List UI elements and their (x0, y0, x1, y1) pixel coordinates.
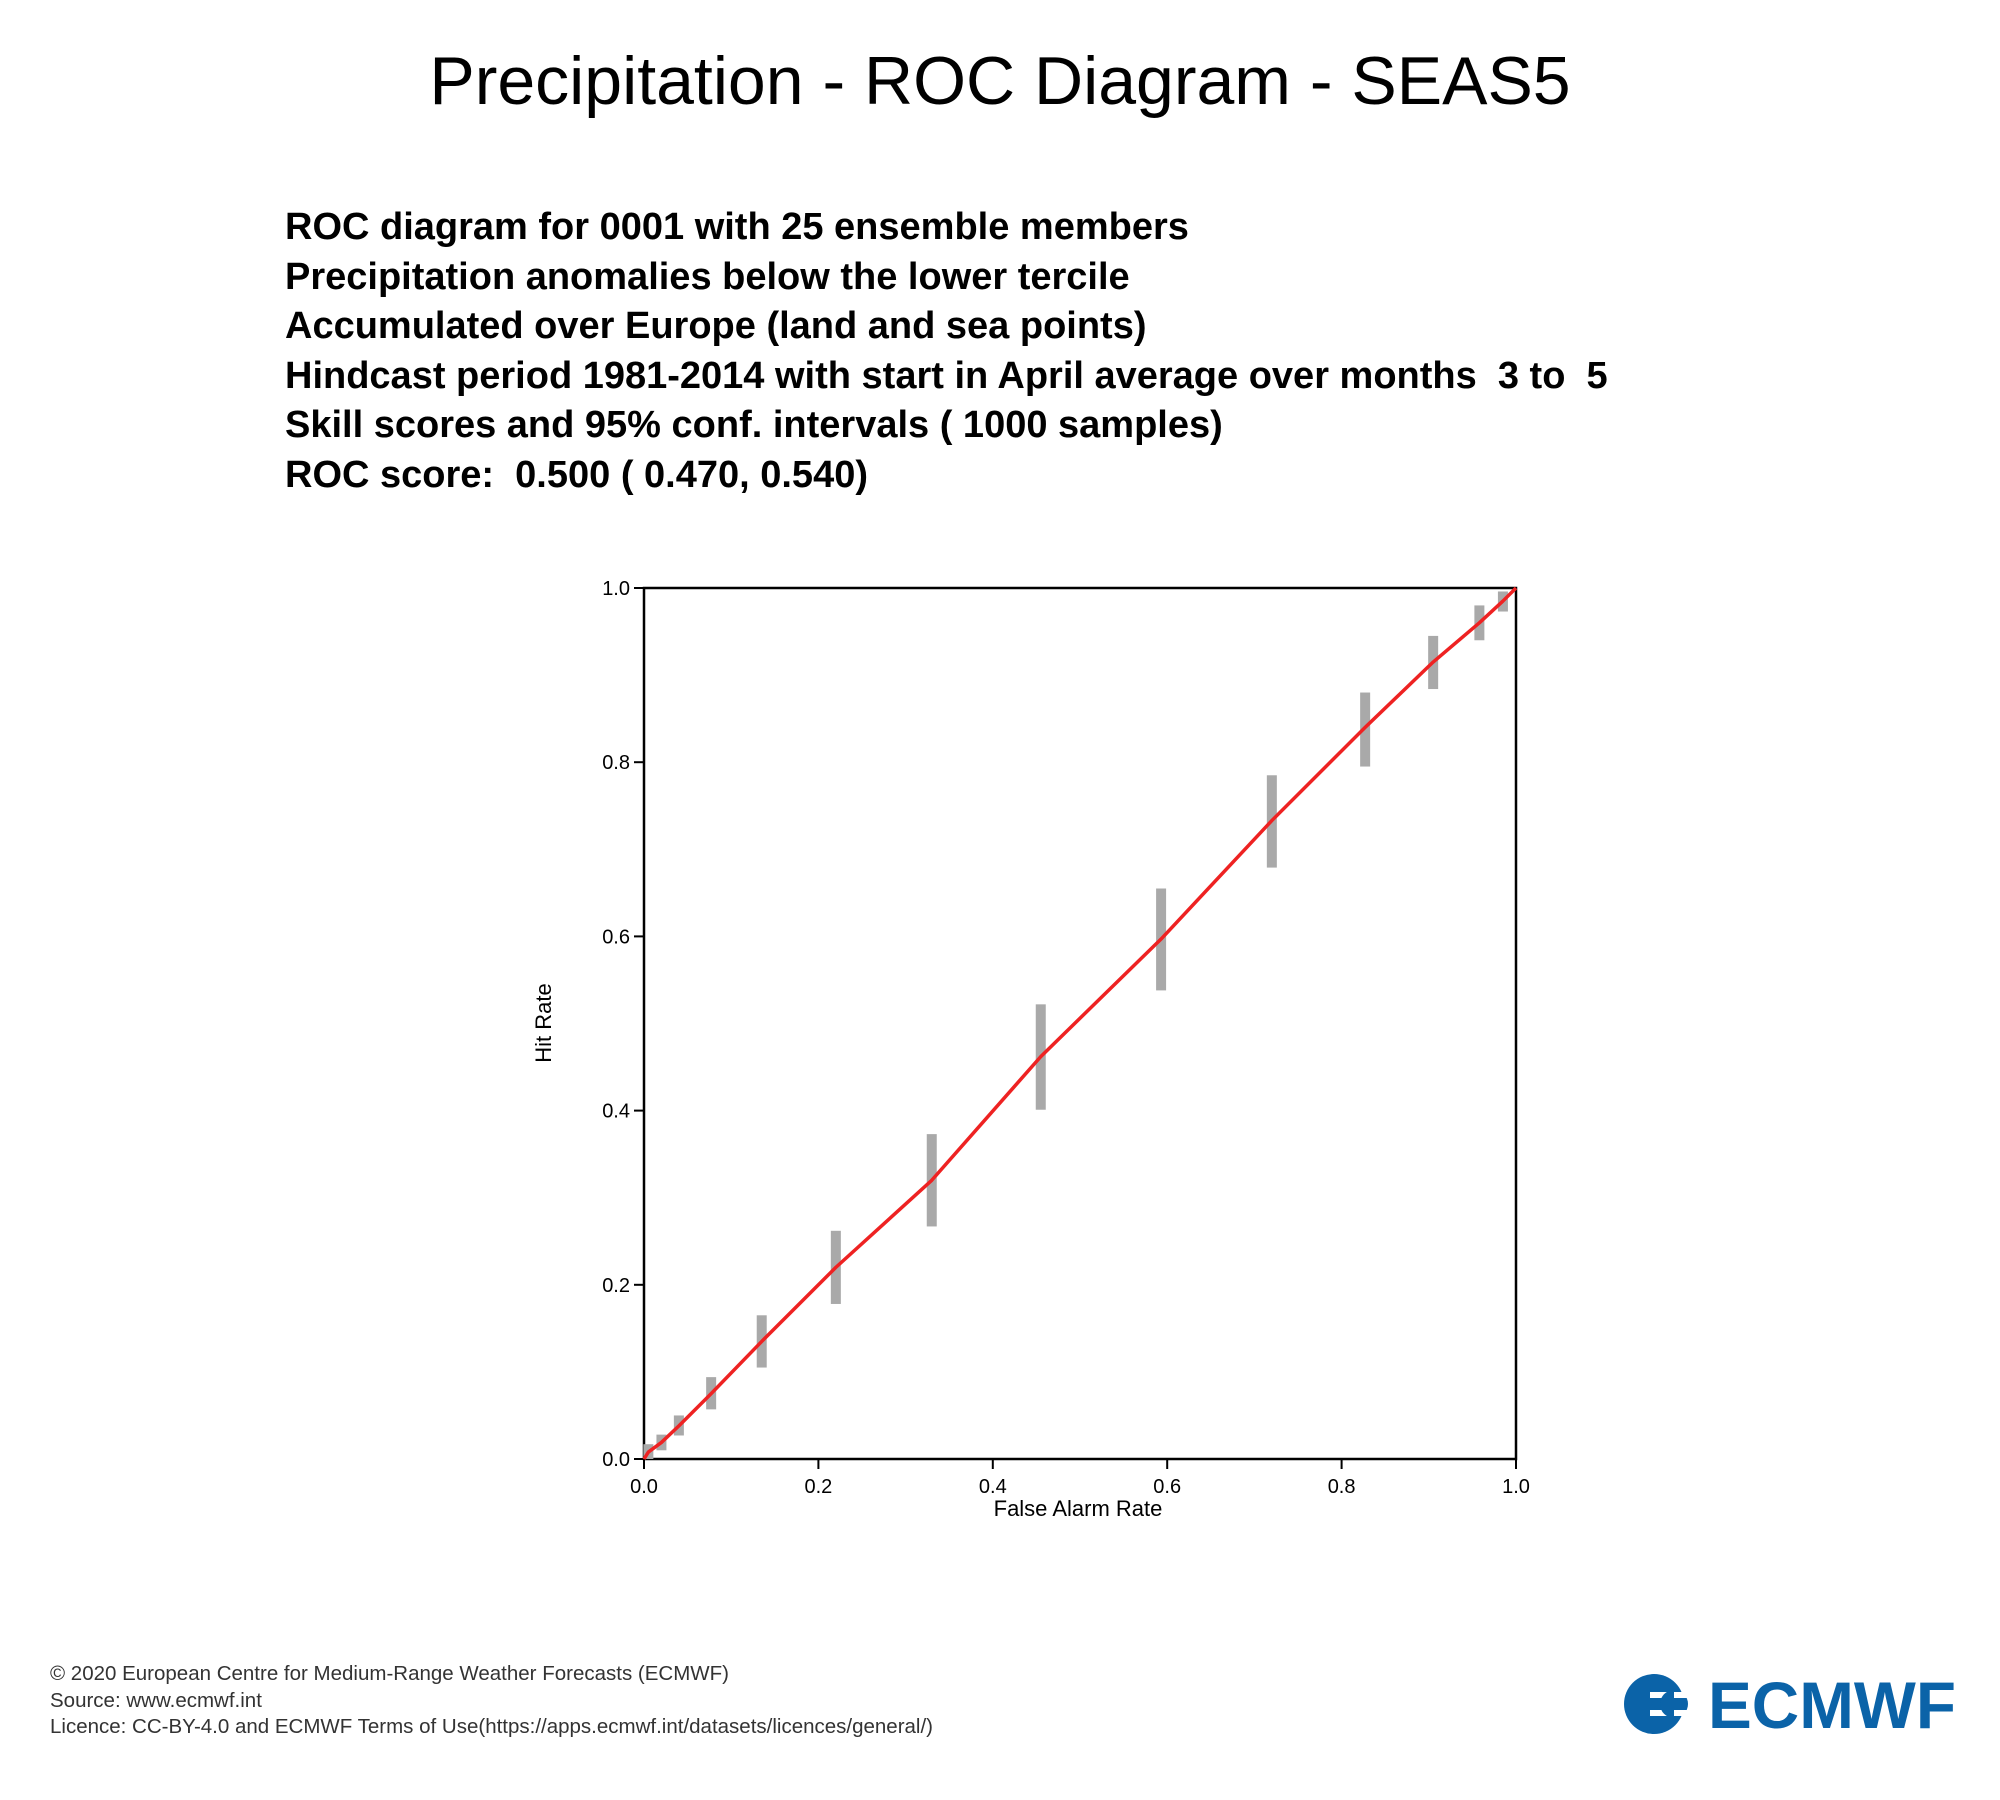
source-line: Source: www.ecmwf.int (50, 1688, 262, 1712)
footer: © 2020 European Centre for Medium-Range … (50, 1661, 933, 1741)
x-tick-label: 0.8 (1328, 1476, 1356, 1498)
description-line: Skill scores and 95% conf. intervals ( 1… (285, 404, 1223, 446)
description-line: Accumulated over Europe (land and sea po… (285, 305, 1147, 347)
description-line: ROC score: 0.500 ( 0.470, 0.540) (285, 453, 868, 496)
licence-line: Licence: CC-BY-4.0 and ECMWF Terms of Us… (50, 1715, 934, 1738)
y-tick-label: 0.2 (602, 1275, 630, 1297)
y-tick-label: 0.8 (602, 752, 630, 774)
y-tick-label: 0.4 (602, 1101, 630, 1123)
copyright-line: © 2020 European Centre for Medium-Range … (50, 1662, 729, 1685)
page-title: Precipitation - ROC Diagram - SEAS5 (429, 43, 1571, 119)
axis-ticks: 0.0 0.2 0.4 0.6 0.8 1.0 0.0 0.2 0.4 0.6 0.8 1.0 (602, 578, 1530, 1498)
y-tick-label: 1.0 (602, 578, 630, 600)
ecmwf-logo: ECMWF (1624, 1670, 1956, 1738)
x-axis-label: False Alarm Rate (994, 1496, 1163, 1521)
ecmwf-emblem-icon (1624, 1674, 1696, 1734)
description-line: ROC diagram for 0001 with 25 ensemble me… (285, 206, 1189, 248)
logo-text: ECMWF (1708, 1670, 1956, 1738)
x-tick-label: 0.2 (804, 1476, 832, 1498)
description-line: Precipitation anomalies below the lower … (285, 255, 1130, 298)
y-tick-label: 0.6 (602, 926, 630, 948)
x-tick-label: 0.0 (630, 1476, 658, 1498)
roc-curve (642, 586, 1518, 1460)
plot-area-border (642, 586, 1518, 1461)
description-line: Hindcast period 1981-2014 with start in … (285, 354, 1608, 397)
y-axis-label: Hit Rate (531, 983, 556, 1062)
x-tick-label: 1.0 (1502, 1476, 1530, 1498)
x-tick-label: 0.6 (1153, 1476, 1181, 1498)
chart-description: ROC diagram for 0001 with 25 ensemble me… (285, 203, 1608, 500)
y-tick-label: 0.0 (602, 1449, 630, 1471)
plot-frame (642, 586, 1518, 1461)
x-tick-label: 0.4 (979, 1476, 1007, 1498)
roc-line (642, 586, 1518, 1460)
